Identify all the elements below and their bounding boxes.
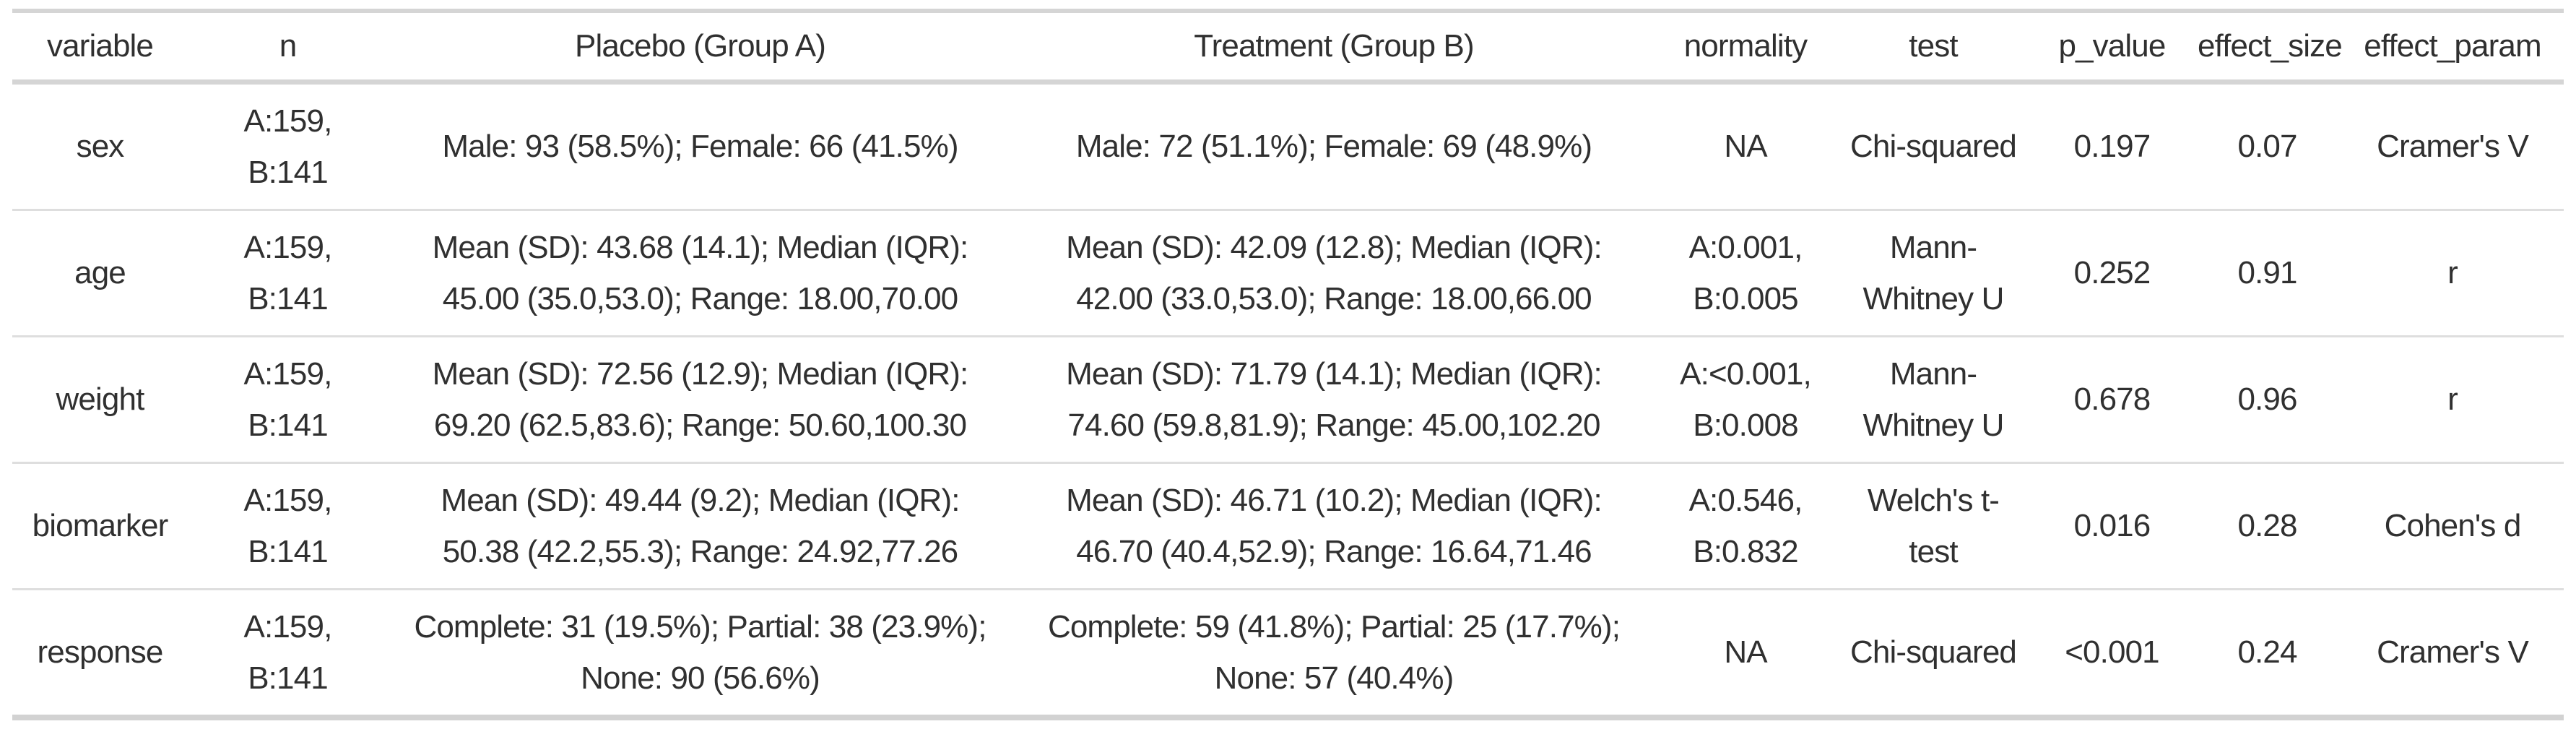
cell-sex-effect-size: 0.07 (2193, 82, 2341, 211)
table-row-age: age A:159, B:141 Mean (SD): 43.68 (14.1)… (12, 210, 2564, 337)
cell-biomarker-normality: A:0.546, B:0.832 (1655, 462, 1836, 590)
column-header-effect-param: effect_param (2341, 9, 2564, 85)
cell-weight-placebo: Mean (SD): 72.56 (12.9); Median (IQR): 6… (388, 336, 1012, 464)
column-header-treatment: Treatment (Group B) (1012, 9, 1655, 85)
cell-response-n: A:159, B:141 (188, 589, 388, 720)
cell-sex-variable: sex (12, 82, 188, 211)
cell-sex-p-value: 0.197 (2031, 82, 2193, 211)
cell-weight-normality: A:<0.001, B:0.008 (1655, 336, 1836, 464)
cell-response-normality: NA (1655, 589, 1836, 720)
cell-age-treatment: Mean (SD): 42.09 (12.8); Median (IQR): 4… (1012, 210, 1655, 337)
cell-weight-effect-param: r (2341, 336, 2564, 464)
cell-weight-n: A:159, B:141 (188, 336, 388, 464)
table-row-sex: sex A:159, B:141 Male: 93 (58.5%); Femal… (12, 82, 2564, 211)
cell-response-test: Chi-squared (1836, 589, 2031, 720)
summary-table: variable n Placebo (Group A) Treatment (… (12, 9, 2564, 720)
cell-age-test: Mann- Whitney U (1836, 210, 2031, 337)
cell-response-placebo: Complete: 31 (19.5%); Partial: 38 (23.9%… (388, 589, 1012, 720)
column-header-effect-size: effect_size (2193, 9, 2343, 85)
cell-biomarker-variable: biomarker (12, 462, 188, 590)
cell-age-p-value: 0.252 (2031, 210, 2193, 337)
cell-sex-n: A:159, B:141 (188, 82, 388, 211)
cell-age-placebo: Mean (SD): 43.68 (14.1); Median (IQR): 4… (388, 210, 1012, 337)
cell-response-effect-param: Cramer's V (2341, 589, 2564, 720)
cell-response-treatment: Complete: 59 (41.8%); Partial: 25 (17.7%… (1012, 589, 1655, 720)
cell-response-p-value: <0.001 (2031, 589, 2193, 720)
cell-biomarker-placebo: Mean (SD): 49.44 (9.2); Median (IQR): 50… (388, 462, 1012, 590)
cell-sex-placebo: Male: 93 (58.5%); Female: 66 (41.5%) (388, 82, 1012, 211)
table-row-weight: weight A:159, B:141 Mean (SD): 72.56 (12… (12, 336, 2564, 464)
column-header-test: test (1836, 9, 2031, 85)
cell-biomarker-effect-param: Cohen's d (2341, 462, 2564, 590)
cell-sex-normality: NA (1655, 82, 1836, 211)
cell-age-variable: age (12, 210, 188, 337)
cell-biomarker-treatment: Mean (SD): 46.71 (10.2); Median (IQR): 4… (1012, 462, 1655, 590)
cell-biomarker-effect-size: 0.28 (2193, 462, 2341, 590)
column-header-n: n (188, 9, 388, 85)
column-header-variable: variable (12, 9, 188, 85)
cell-age-effect-param: r (2341, 210, 2564, 337)
table-row-biomarker: biomarker A:159, B:141 Mean (SD): 49.44 … (12, 462, 2564, 590)
cell-age-normality: A:0.001, B:0.005 (1655, 210, 1836, 337)
cell-weight-variable: weight (12, 336, 188, 464)
column-header-normality: normality (1655, 9, 1836, 85)
cell-weight-p-value: 0.678 (2031, 336, 2193, 464)
cell-response-effect-size: 0.24 (2193, 589, 2341, 720)
cell-sex-effect-param: Cramer's V (2341, 82, 2564, 211)
cell-response-variable: response (12, 589, 188, 720)
cell-biomarker-test: Welch's t- test (1836, 462, 2031, 590)
cell-biomarker-p-value: 0.016 (2031, 462, 2193, 590)
cell-biomarker-n: A:159, B:141 (188, 462, 388, 590)
cell-sex-treatment: Male: 72 (51.1%); Female: 69 (48.9%) (1012, 82, 1655, 211)
cell-sex-test: Chi-squared (1836, 82, 2031, 211)
table-row-response: response A:159, B:141 Complete: 31 (19.5… (12, 589, 2564, 720)
cell-age-n: A:159, B:141 (188, 210, 388, 337)
cell-weight-test: Mann- Whitney U (1836, 336, 2031, 464)
cell-age-effect-size: 0.91 (2193, 210, 2341, 337)
cell-weight-treatment: Mean (SD): 71.79 (14.1); Median (IQR): 7… (1012, 336, 1655, 464)
table-header-row: variable n Placebo (Group A) Treatment (… (12, 9, 2564, 85)
column-header-p-value: p_value (2031, 9, 2193, 85)
column-header-placebo: Placebo (Group A) (388, 9, 1012, 85)
cell-weight-effect-size: 0.96 (2193, 336, 2341, 464)
